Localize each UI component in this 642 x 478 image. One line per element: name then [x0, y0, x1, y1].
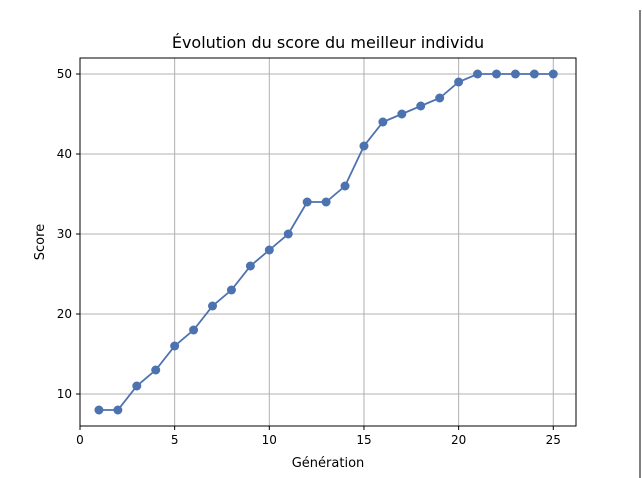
- y-axis-label: Score: [33, 224, 48, 260]
- data-point: [226, 285, 236, 295]
- data-point: [510, 69, 520, 79]
- data-point: [435, 93, 445, 103]
- x-tick-label: 10: [262, 433, 277, 447]
- plot-frame: [79, 57, 577, 427]
- data-point: [359, 141, 369, 151]
- data-point: [491, 69, 501, 79]
- x-tick-label: 0: [76, 433, 84, 447]
- data-point: [473, 69, 483, 79]
- data-point: [245, 261, 255, 271]
- x-tick-label: 25: [546, 433, 561, 447]
- x-axis-label: Génération: [292, 456, 365, 471]
- data-point: [321, 197, 331, 207]
- axis-ticks: 0 5 10 15 20 25 10 20 30 40 50: [57, 67, 561, 447]
- chart-title: Évolution du score du meilleur individu: [172, 33, 484, 52]
- data-point: [378, 117, 388, 127]
- data-point: [189, 325, 199, 335]
- y-tick-label: 50: [57, 67, 72, 81]
- data-point: [170, 341, 180, 351]
- data-point: [397, 109, 407, 119]
- data-point: [151, 365, 161, 375]
- series-layer: [94, 69, 558, 415]
- y-tick-label: 20: [57, 307, 72, 321]
- data-point: [529, 69, 539, 79]
- data-point: [548, 69, 558, 79]
- y-tick-label: 30: [57, 227, 72, 241]
- data-point: [94, 405, 104, 415]
- data-point: [283, 229, 293, 239]
- grid: [79, 58, 576, 426]
- data-point: [113, 405, 123, 415]
- y-tick-label: 10: [57, 387, 72, 401]
- data-point: [264, 245, 274, 255]
- data-point: [416, 101, 426, 111]
- y-tick-label: 40: [57, 147, 72, 161]
- data-point: [454, 77, 464, 87]
- x-tick-label: 5: [171, 433, 179, 447]
- data-point: [302, 197, 312, 207]
- x-tick-label: 20: [451, 433, 466, 447]
- x-tick-label: 15: [356, 433, 371, 447]
- data-point: [132, 381, 142, 391]
- data-point: [340, 181, 350, 191]
- data-point: [208, 301, 218, 311]
